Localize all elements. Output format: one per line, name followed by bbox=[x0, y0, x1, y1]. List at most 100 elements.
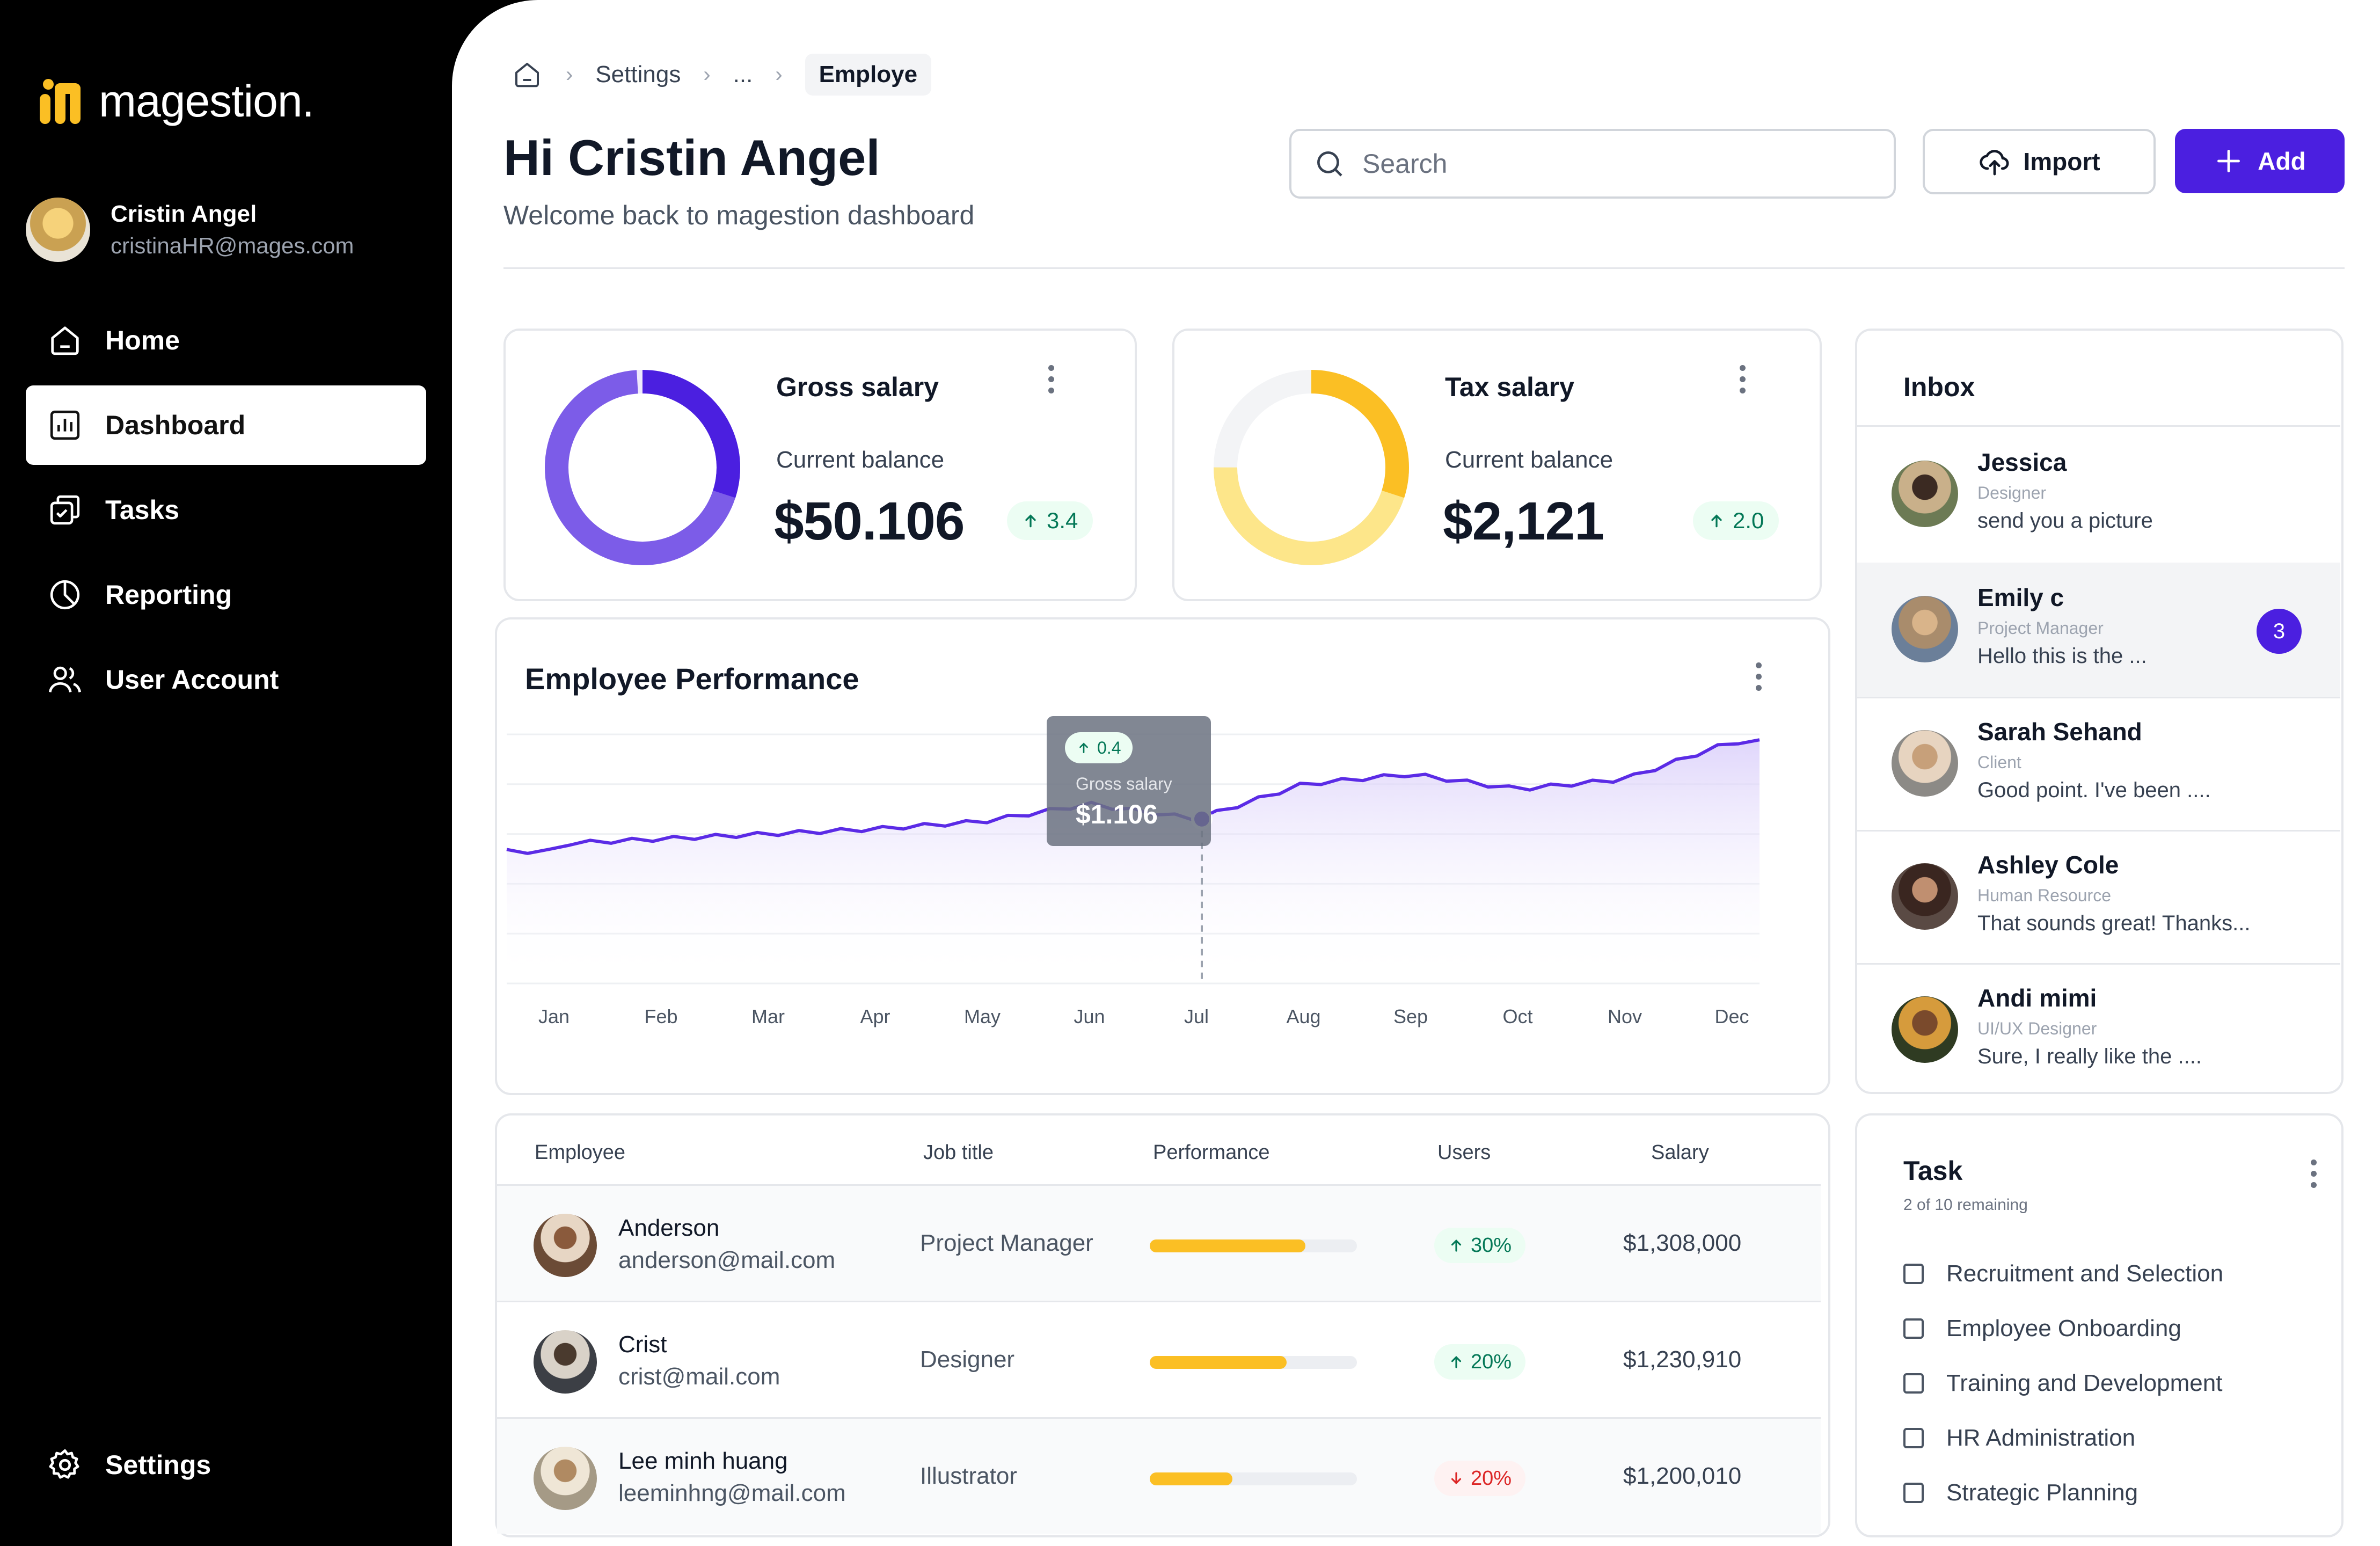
sender-role: Project Manager bbox=[1977, 618, 2104, 638]
message-item[interactable]: Sarah Sehand Client Good point. I've bee… bbox=[1857, 697, 2340, 831]
avatar bbox=[534, 1330, 597, 1394]
bar-chart-icon bbox=[50, 410, 80, 440]
main-content: › Settings › ... › Employe Hi Cristin An… bbox=[452, 0, 2380, 1546]
task-label: Strategic Planning bbox=[1946, 1479, 2138, 1506]
x-axis-label: Jun bbox=[1074, 1005, 1105, 1027]
employee-email: leeminhng@mail.com bbox=[618, 1480, 846, 1506]
task-item[interactable]: Training and Development bbox=[1903, 1370, 2222, 1397]
message-divider bbox=[1857, 963, 2340, 965]
sidebar-item-tasks[interactable]: Tasks bbox=[26, 470, 426, 550]
tax-salary-card: Tax salary Current balance $2,121 2.0 bbox=[1172, 329, 1822, 601]
task-checkbox[interactable] bbox=[1903, 1264, 1924, 1284]
x-axis-label: Apr bbox=[860, 1005, 890, 1027]
message-divider bbox=[1857, 697, 2340, 698]
sidebar-item-user-account[interactable]: User Account bbox=[26, 640, 426, 719]
breadcrumb-ellipsis[interactable]: ... bbox=[733, 61, 753, 87]
message-preview: Sure, I really like the .... bbox=[1977, 1045, 2202, 1068]
x-axis-label: Mar bbox=[751, 1005, 785, 1027]
tooltip-value: $1.106 bbox=[1076, 799, 1158, 829]
table-row[interactable]: Anderson anderson@mail.com Project Manag… bbox=[497, 1186, 1821, 1301]
add-button[interactable]: Add bbox=[2175, 129, 2345, 193]
gross-salary-value: $50.106 bbox=[774, 491, 965, 551]
tooltip-label: Gross salary bbox=[1076, 774, 1172, 793]
message-item[interactable]: Andi mimi UI/UX Designer Sure, I really … bbox=[1857, 963, 2340, 1097]
sender-role: Designer bbox=[1977, 483, 2047, 502]
sidebar-item-settings[interactable]: Settings bbox=[26, 1425, 426, 1505]
card-label: Current balance bbox=[776, 447, 945, 473]
x-axis-label: Oct bbox=[1502, 1005, 1532, 1027]
sender-name: Sarah Sehand bbox=[1977, 718, 2142, 746]
sidebar-item-label: User Account bbox=[105, 665, 279, 695]
performance-bar bbox=[1150, 1239, 1357, 1252]
more-options-icon[interactable] bbox=[1047, 365, 1055, 395]
table-row[interactable]: Lee minh huang leeminhng@mail.com Illust… bbox=[497, 1419, 1821, 1534]
performance-bar bbox=[1150, 1472, 1357, 1485]
x-axis-label: Jul bbox=[1184, 1005, 1209, 1027]
employee-table-card: Employee Job title Performance Users Sal… bbox=[495, 1113, 1830, 1537]
row-divider bbox=[497, 1417, 1821, 1419]
sidebar-item-dashboard[interactable]: Dashboard bbox=[26, 385, 426, 465]
header-divider bbox=[503, 267, 2345, 269]
message-divider bbox=[1857, 830, 2340, 832]
tax-donut-chart bbox=[1214, 370, 1409, 565]
import-button[interactable]: Import bbox=[1923, 129, 2156, 194]
user-name: Cristin Angel bbox=[111, 201, 257, 227]
more-options-icon[interactable] bbox=[1754, 662, 1763, 692]
search-input[interactable] bbox=[1361, 148, 1846, 180]
column-header-salary[interactable]: Salary bbox=[1651, 1141, 1709, 1164]
arrow-up-icon bbox=[1451, 1239, 1462, 1252]
column-header-job-title[interactable]: Job title bbox=[923, 1141, 994, 1164]
pie-chart-icon bbox=[50, 580, 80, 610]
sidebar-item-reporting[interactable]: Reporting bbox=[26, 555, 426, 635]
salary: $1,308,000 bbox=[1623, 1230, 1742, 1256]
avatar bbox=[1892, 596, 1958, 662]
sender-name: Ashley Cole bbox=[1977, 851, 2119, 879]
task-item[interactable]: Strategic Planning bbox=[1903, 1479, 2138, 1506]
message-item[interactable]: Jessica Designer send you a picture bbox=[1857, 427, 2340, 561]
table-row[interactable]: Crist crist@mail.com Designer 20% $1,230… bbox=[497, 1302, 1821, 1417]
task-item[interactable]: Employee Onboarding bbox=[1903, 1315, 2181, 1342]
task-checkbox[interactable] bbox=[1903, 1373, 1924, 1394]
performance-bar-fill bbox=[1150, 1356, 1287, 1369]
breadcrumb-item-settings[interactable]: Settings bbox=[595, 61, 681, 87]
users-icon bbox=[48, 666, 82, 692]
task-item[interactable]: HR Administration bbox=[1903, 1425, 2135, 1452]
more-options-icon[interactable] bbox=[2309, 1160, 2318, 1190]
user-profile[interactable]: Cristin Angel cristinaHR@mages.com bbox=[26, 198, 354, 262]
job-title: Project Manager bbox=[920, 1230, 1093, 1256]
chart-tooltip: 0.4 Gross salary $1.106 bbox=[1047, 716, 1211, 846]
message-item[interactable]: Emily c Project Manager Hello this is th… bbox=[1857, 563, 2340, 697]
plus-icon bbox=[2217, 150, 2240, 172]
column-header-employee[interactable]: Employee bbox=[535, 1141, 625, 1164]
task-checkbox[interactable] bbox=[1903, 1483, 1924, 1503]
column-header-users[interactable]: Users bbox=[1437, 1141, 1491, 1164]
user-email: cristinaHR@mages.com bbox=[111, 233, 354, 258]
sender-role: Human Resource bbox=[1977, 886, 2111, 905]
arrow-up-icon bbox=[1711, 514, 1722, 528]
search-box[interactable] bbox=[1289, 129, 1896, 199]
x-axis-label: Nov bbox=[1608, 1005, 1642, 1027]
sidebar-item-home[interactable]: Home bbox=[26, 301, 426, 380]
message-item[interactable]: Ashley Cole Human Resource That sounds g… bbox=[1857, 830, 2340, 964]
task-label: Employee Onboarding bbox=[1946, 1315, 2181, 1341]
page-title: Hi Cristin Angel bbox=[503, 129, 880, 186]
task-item[interactable]: Recruitment and Selection bbox=[1903, 1260, 2223, 1287]
inbox-title: Inbox bbox=[1903, 372, 1975, 402]
chart-title: Employee Performance bbox=[525, 662, 859, 696]
avatar bbox=[1892, 863, 1958, 930]
more-options-icon[interactable] bbox=[1738, 365, 1747, 395]
message-divider bbox=[1857, 425, 2340, 427]
column-header-performance[interactable]: Performance bbox=[1153, 1141, 1270, 1164]
chart-area-fill bbox=[507, 740, 1760, 983]
import-button-label: Import bbox=[2023, 148, 2100, 176]
message-preview: Good point. I've been .... bbox=[1977, 778, 2211, 802]
employee-name: Crist bbox=[618, 1331, 667, 1358]
sidebar: magestion. Cristin Angel cristinaHR@mage… bbox=[0, 0, 452, 1546]
task-checkbox[interactable] bbox=[1903, 1318, 1924, 1339]
logo[interactable]: magestion. bbox=[38, 75, 315, 127]
home-icon[interactable] bbox=[511, 59, 543, 91]
chevron-right-icon: › bbox=[775, 62, 783, 86]
task-checkbox[interactable] bbox=[1903, 1428, 1924, 1448]
add-button-label: Add bbox=[2258, 147, 2306, 175]
users-change-value: 20% bbox=[1471, 1467, 1512, 1490]
